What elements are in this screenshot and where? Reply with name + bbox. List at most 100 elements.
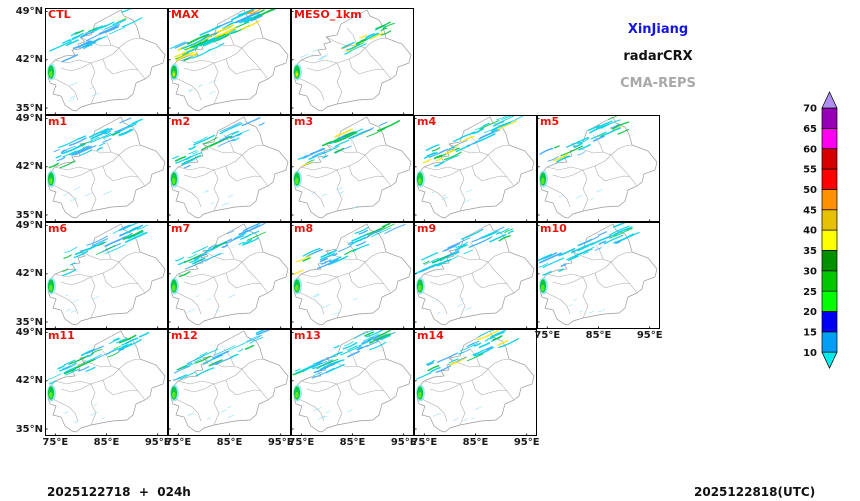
colorbar-tick-label: 65	[803, 124, 817, 135]
map-svg-m8	[291, 222, 414, 329]
footer-valid-times: 2025122818(UTC) 2025122902(CST)	[694, 455, 815, 501]
colorbar-tick-label: 25	[803, 287, 817, 298]
x-tick-label: 85°E	[93, 437, 120, 448]
panel-label-m1: m1	[48, 115, 68, 128]
x-tick-label: 75°E	[288, 437, 315, 448]
panel-label-CTL: CTL	[48, 8, 71, 21]
legend-block: XinJiang radarCRX CMA-REPS	[612, 16, 704, 97]
panel-m10: m10	[537, 222, 660, 329]
y-tick-label: 49°N	[15, 220, 43, 231]
y-tick-label: 42°N	[15, 54, 43, 66]
panel-label-m13: m13	[294, 329, 321, 342]
panel-m4: m4	[414, 115, 537, 222]
colorbar-tick-label: 10	[803, 348, 817, 359]
legend-radarcrx-label: radarCRX	[623, 49, 693, 64]
x-tick-label: 75°E	[42, 437, 69, 448]
map-svg-m2	[168, 115, 291, 222]
x-tick-label: 85°E	[462, 437, 489, 448]
colorbar-tick-label: 50	[803, 185, 817, 196]
map-svg-CTL	[45, 8, 168, 115]
x-tick-label: 85°E	[339, 437, 366, 448]
x-tick-label: 95°E	[144, 437, 171, 448]
panel-MAX: MAX	[168, 8, 291, 115]
panel-label-m8: m8	[294, 222, 314, 235]
map-svg-m1	[45, 115, 168, 222]
panel-label-MESO_1km: MESO_1km	[294, 8, 362, 21]
panel-label-m4: m4	[417, 115, 437, 128]
x-tick-label: 95°E	[267, 437, 294, 448]
x-tick-label: 85°E	[585, 330, 612, 341]
x-tick-label: 75°E	[534, 330, 561, 341]
x-tick-label: 75°E	[165, 437, 192, 448]
panel-label-MAX: MAX	[171, 8, 199, 21]
colorbar-tick-label: 55	[803, 165, 817, 176]
panel-m7: m7	[168, 222, 291, 329]
y-tick-label: 42°N	[15, 268, 43, 280]
y-tick-label: 49°N	[15, 327, 43, 338]
footer-valid-utc: 2025122818(UTC)	[694, 485, 816, 499]
panel-m6: m6	[45, 222, 168, 329]
footer-init-times: 2025122718 + 024h 2025122802 + 024h	[47, 455, 191, 501]
map-svg-m3	[291, 115, 414, 222]
legend-xinjiang-label: XinJiang	[627, 22, 689, 37]
panel-m11: m11	[45, 329, 168, 436]
panel-label-m14: m14	[417, 329, 444, 342]
panel-m3: m3	[291, 115, 414, 222]
panel-m1: m1	[45, 115, 168, 222]
panel-label-m7: m7	[171, 222, 191, 235]
panel-label-m2: m2	[171, 115, 191, 128]
map-svg-MESO_1km	[291, 8, 414, 115]
panel-label-m10: m10	[540, 222, 567, 235]
y-tick-label: 35°N	[15, 209, 43, 221]
colorbar-tick-label: 20	[803, 307, 817, 318]
panel-m5: m5	[537, 115, 660, 222]
colorbar-tick-label: 40	[803, 226, 817, 237]
y-tick-label: 42°N	[15, 375, 43, 387]
panel-m14: m14	[414, 329, 537, 436]
x-tick-label: 95°E	[513, 437, 540, 448]
panel-label-m9: m9	[417, 222, 437, 235]
colorbar-tick-label: 70	[803, 104, 817, 115]
x-tick-label: 95°E	[636, 330, 663, 341]
panel-CTL: CTL	[45, 8, 168, 115]
panel-m12: m12	[168, 329, 291, 436]
y-tick-label: 35°N	[15, 316, 43, 328]
map-svg-m7	[168, 222, 291, 329]
y-tick-label: 35°N	[15, 102, 43, 114]
x-tick-label: 75°E	[411, 437, 438, 448]
panel-label-m12: m12	[171, 329, 198, 342]
map-svg-m5	[537, 115, 660, 222]
map-svg-m14	[414, 329, 537, 436]
colorbar-tick-label: 45	[803, 205, 817, 216]
panel-m2: m2	[168, 115, 291, 222]
panel-label-m6: m6	[48, 222, 68, 235]
colorbar-svg: 70 65 60 55 50 45 40 35 30 25 20 15 10	[803, 91, 838, 370]
panel-label-m5: m5	[540, 115, 560, 128]
panel-m9: m9	[414, 222, 537, 329]
panel-label-m11: m11	[48, 329, 75, 342]
map-svg-m13	[291, 329, 414, 436]
colorbar-tick-label: 60	[803, 144, 817, 155]
footer-init-line1: 2025122718 + 024h	[47, 485, 191, 499]
y-tick-label: 42°N	[15, 161, 43, 173]
colorbar-tick-label: 35	[803, 246, 817, 257]
map-svg-m9	[414, 222, 537, 329]
legend-cma-reps-label: CMA-REPS	[620, 76, 696, 91]
map-svg-m6	[45, 222, 168, 329]
panel-MESO_1km: MESO_1km	[291, 8, 414, 115]
panel-m13: m13	[291, 329, 414, 436]
y-tick-label: 35°N	[15, 423, 43, 435]
map-svg-m4	[414, 115, 537, 222]
x-tick-label: 85°E	[216, 437, 243, 448]
map-svg-m11	[45, 329, 168, 436]
y-tick-label: 49°N	[15, 6, 43, 17]
panel-label-m3: m3	[294, 115, 314, 128]
map-svg-m10	[537, 222, 660, 329]
map-svg-m12	[168, 329, 291, 436]
panel-m8: m8	[291, 222, 414, 329]
colorbar-tick-label: 30	[803, 266, 817, 277]
y-tick-label: 49°N	[15, 113, 43, 124]
map-svg-MAX	[168, 8, 291, 115]
colorbar: 70 65 60 55 50 45 40 35 30 25 20 15 10	[786, 88, 850, 392]
